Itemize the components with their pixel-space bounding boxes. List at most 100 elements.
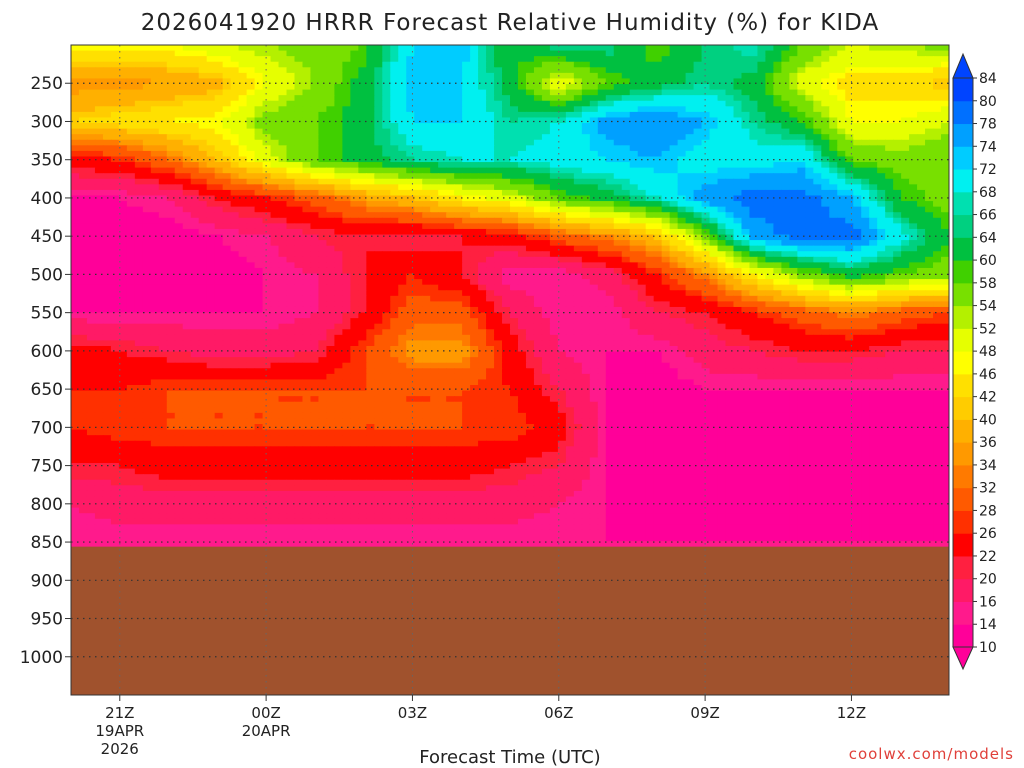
rh-cell: [749, 150, 759, 158]
rh-cell: [374, 178, 383, 185]
rh-cell: [134, 139, 144, 146]
rh-cell: [573, 206, 583, 213]
rh-cell: [166, 251, 176, 258]
rh-cell: [677, 189, 687, 197]
rh-cell: [126, 251, 136, 258]
rh-cell: [150, 150, 160, 158]
rh-cell: [374, 206, 383, 213]
rh-cell: [478, 156, 487, 163]
rh-cell: [366, 150, 375, 158]
rh-cell: [749, 228, 759, 236]
rh-cell: [134, 212, 144, 219]
rh-cell: [406, 45, 415, 52]
rh-cell: [358, 178, 367, 185]
rh-cell: [525, 134, 535, 141]
rh-cell: [613, 290, 623, 297]
rh-cell: [677, 117, 687, 124]
rh-cell: [829, 61, 838, 68]
rh-cell: [597, 150, 607, 158]
rh-cell: [661, 284, 671, 291]
rh-cell: [533, 45, 543, 52]
rh-cell: [310, 150, 320, 158]
rh-cell: [94, 78, 104, 85]
rh-cell: [134, 267, 144, 275]
rh-cell: [645, 256, 655, 263]
rh-cell: [278, 84, 288, 91]
rh-cell: [813, 267, 822, 275]
rh-cell: [853, 145, 862, 152]
rh-cell: [150, 256, 160, 263]
rh-cell: [661, 139, 671, 146]
rh-cell: [430, 150, 439, 158]
rh-cell: [430, 123, 439, 130]
rh-cell: [725, 128, 735, 135]
rh-cell: [470, 201, 479, 208]
rh-cell: [565, 150, 575, 158]
rh-cell: [294, 290, 304, 297]
rh-cell: [821, 89, 830, 96]
rh-cell: [597, 184, 607, 191]
rh-cell: [613, 195, 623, 202]
rh-cell: [581, 106, 591, 113]
rh-cell: [174, 295, 184, 302]
rh-cell: [557, 223, 567, 230]
rh-cell: [102, 245, 112, 252]
rh-cell: [422, 117, 431, 124]
rh-cell: [238, 284, 248, 291]
rh-cell: [637, 178, 647, 185]
rh-cell: [446, 184, 455, 191]
rh-cell: [206, 217, 216, 224]
rh-cell: [597, 251, 607, 258]
rh-cell: [629, 89, 639, 96]
rh-cell: [174, 78, 184, 85]
rh-cell: [270, 134, 280, 141]
rh-cell: [549, 50, 559, 57]
rh-cell: [430, 45, 439, 52]
rh-cell: [789, 184, 798, 191]
rh-cell: [765, 189, 774, 197]
rh-cell: [813, 150, 822, 158]
rh-cell: [581, 61, 591, 68]
rh-cell: [837, 256, 846, 263]
rh-cell: [757, 67, 767, 74]
rh-cell: [406, 262, 415, 269]
rh-cell: [462, 84, 471, 91]
rh-cell: [773, 106, 782, 113]
rh-cell: [877, 217, 886, 224]
rh-cell: [174, 279, 184, 286]
rh-cell: [334, 111, 343, 119]
rh-cell: [94, 273, 104, 280]
rh-cell: [286, 273, 296, 280]
rh-cell: [885, 139, 894, 146]
rh-cell: [941, 162, 949, 169]
rh-cell: [182, 245, 192, 252]
rh-cell: [669, 195, 679, 202]
rh-cell: [190, 290, 200, 297]
rh-cell: [613, 267, 623, 275]
rh-cell: [805, 67, 814, 74]
rh-cell: [845, 173, 854, 180]
rh-cell: [238, 89, 248, 96]
rh-cell: [446, 173, 455, 180]
rh-cell: [829, 117, 838, 124]
rh-cell: [302, 290, 312, 297]
rh-cell: [470, 290, 479, 297]
rh-cell: [278, 195, 288, 202]
rh-cell: [254, 156, 264, 163]
rh-cell: [933, 45, 942, 52]
rh-cell: [693, 67, 703, 74]
rh-cell: [749, 56, 759, 63]
rh-cell: [398, 134, 407, 141]
rh-cell: [414, 45, 423, 52]
rh-cell: [102, 84, 112, 91]
rh-cell: [693, 240, 703, 247]
rh-cell: [517, 145, 527, 152]
rh-cell: [797, 145, 806, 152]
rh-cell: [661, 106, 671, 113]
rh-cell: [222, 111, 232, 119]
rh-cell: [621, 290, 631, 297]
rh-cell: [717, 84, 727, 91]
rh-cell: [653, 167, 663, 174]
rh-cell: [318, 167, 328, 174]
rh-cell: [270, 184, 280, 191]
